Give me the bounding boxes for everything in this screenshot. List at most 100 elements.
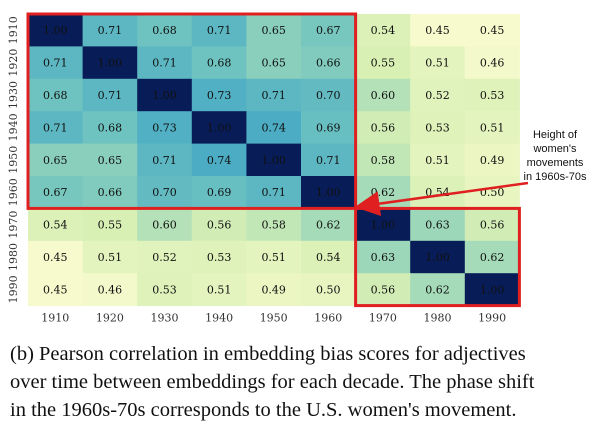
cell-value-label: 0.62 [425,283,450,296]
cell-value-label: 0.45 [43,251,68,264]
cell-value-label: 0.51 [425,57,450,70]
cell-value-label: 0.70 [152,186,177,199]
heatmap-cell [246,111,302,145]
cell-value-label: 0.68 [43,89,68,102]
heatmap-cell [301,273,357,307]
cell-value-label: 0.66 [316,57,341,70]
heatmap-cell [137,78,193,112]
x-tick-label: 1960 [314,312,342,325]
heatmap-cell [246,208,302,242]
cell-value-label: 0.52 [152,251,177,264]
y-tick-label: 1930 [7,81,20,109]
cell-value-label: 1.00 [98,57,123,70]
heatmap-cell [464,208,520,242]
cell-value-label: 0.71 [98,89,123,102]
cell-value-label: 0.71 [261,186,286,199]
heatmap-cell [137,111,193,145]
heatmap-cell [28,78,84,112]
cell-value-label: 0.53 [152,283,177,296]
cell-value-label: 0.71 [316,154,341,167]
cell-value-label: 0.71 [152,154,177,167]
cell-value-label: 0.74 [261,121,286,134]
heatmap-cell [137,176,193,209]
heatmap-cell [137,14,193,47]
heatmap-cell [355,14,411,47]
y-tick-label: 1970 [7,211,20,239]
cell-value-label: 0.68 [98,121,123,134]
heatmap-cell [137,273,193,307]
cell-value-label: 0.56 [480,219,505,232]
heatmap-cell [464,240,520,274]
annotation-text: in 1960s-70s [524,171,587,183]
cell-value-label: 0.60 [152,219,177,232]
cell-value-label: 0.45 [425,24,450,37]
cell-value-label: 0.56 [207,219,232,232]
heatmap-cell [246,78,302,112]
cell-value-label: 0.51 [480,121,505,134]
cell-value-label: 0.71 [152,57,177,70]
cell-value-label: 0.66 [98,186,123,199]
heatmap-cell [355,78,411,112]
heatmap-cell [82,14,138,47]
cell-value-label: 0.53 [480,89,505,102]
heatmap-cell [191,208,247,242]
cell-value-label: 0.55 [371,57,396,70]
x-tick-label: 1930 [151,312,179,325]
heatmap-cell [137,46,193,80]
figure-caption: (b) Pearson correlation in embedding bia… [10,340,595,424]
cell-value-label: 0.54 [43,219,68,232]
heatmap-cell [301,208,357,242]
heatmap-cell [82,78,138,112]
heatmap-cell [82,111,138,145]
heatmap-cell [246,46,302,80]
cell-value-label: 1.00 [480,283,505,296]
heatmap-cell [137,143,193,177]
cell-value-label: 0.63 [371,251,396,264]
cell-value-label: 0.71 [98,24,123,37]
heatmap-cell [301,78,357,112]
heatmap-cell [191,14,247,47]
cell-value-label: 0.69 [207,186,232,199]
annotation-text: women's [532,143,577,155]
heatmap-cell [464,14,520,47]
y-tick-label: 1920 [7,49,20,77]
heatmap-cell [28,46,84,80]
heatmap-cell [246,143,302,177]
cell-value-label: 1.00 [316,186,341,199]
highlight-box [26,12,358,210]
heatmap-cell [191,143,247,177]
heatmap-cell [246,14,302,47]
cell-value-label: 0.49 [261,283,286,296]
heatmap-cell [410,208,466,242]
cell-value-label: 0.45 [43,283,68,296]
heatmap-cell [137,208,193,242]
heatmap-cell [301,176,357,209]
cell-value-label: 0.73 [152,121,177,134]
highlight-box [354,206,521,308]
cell-value-label: 0.52 [425,89,450,102]
cell-value-label: 0.65 [261,24,286,37]
heatmap-cell [191,46,247,80]
cell-value-label: 0.71 [261,89,286,102]
heatmap-cell [246,240,302,274]
cell-value-label: 0.51 [98,251,123,264]
heatmap-cell [28,240,84,274]
heatmap-cell [191,111,247,145]
heatmap-cell [82,273,138,307]
heatmap-cell [464,78,520,112]
heatmap-cell [355,46,411,80]
heatmap-cell [28,14,84,47]
cell-value-label: 0.45 [480,24,505,37]
cell-value-label: 0.73 [207,89,232,102]
heatmap-cell [464,273,520,307]
caption-line: (b) Pearson correlation in embedding bia… [10,343,526,365]
heatmap-cell [355,111,411,145]
heatmap-cell [464,176,520,209]
heatmap-cell [191,240,247,274]
heatmap-cell [191,78,247,112]
cell-value-label: 1.00 [371,219,396,232]
heatmap-cell [246,176,302,209]
annotation-arrow [354,181,529,217]
heatmap-cell [82,208,138,242]
heatmap-cell [82,143,138,177]
